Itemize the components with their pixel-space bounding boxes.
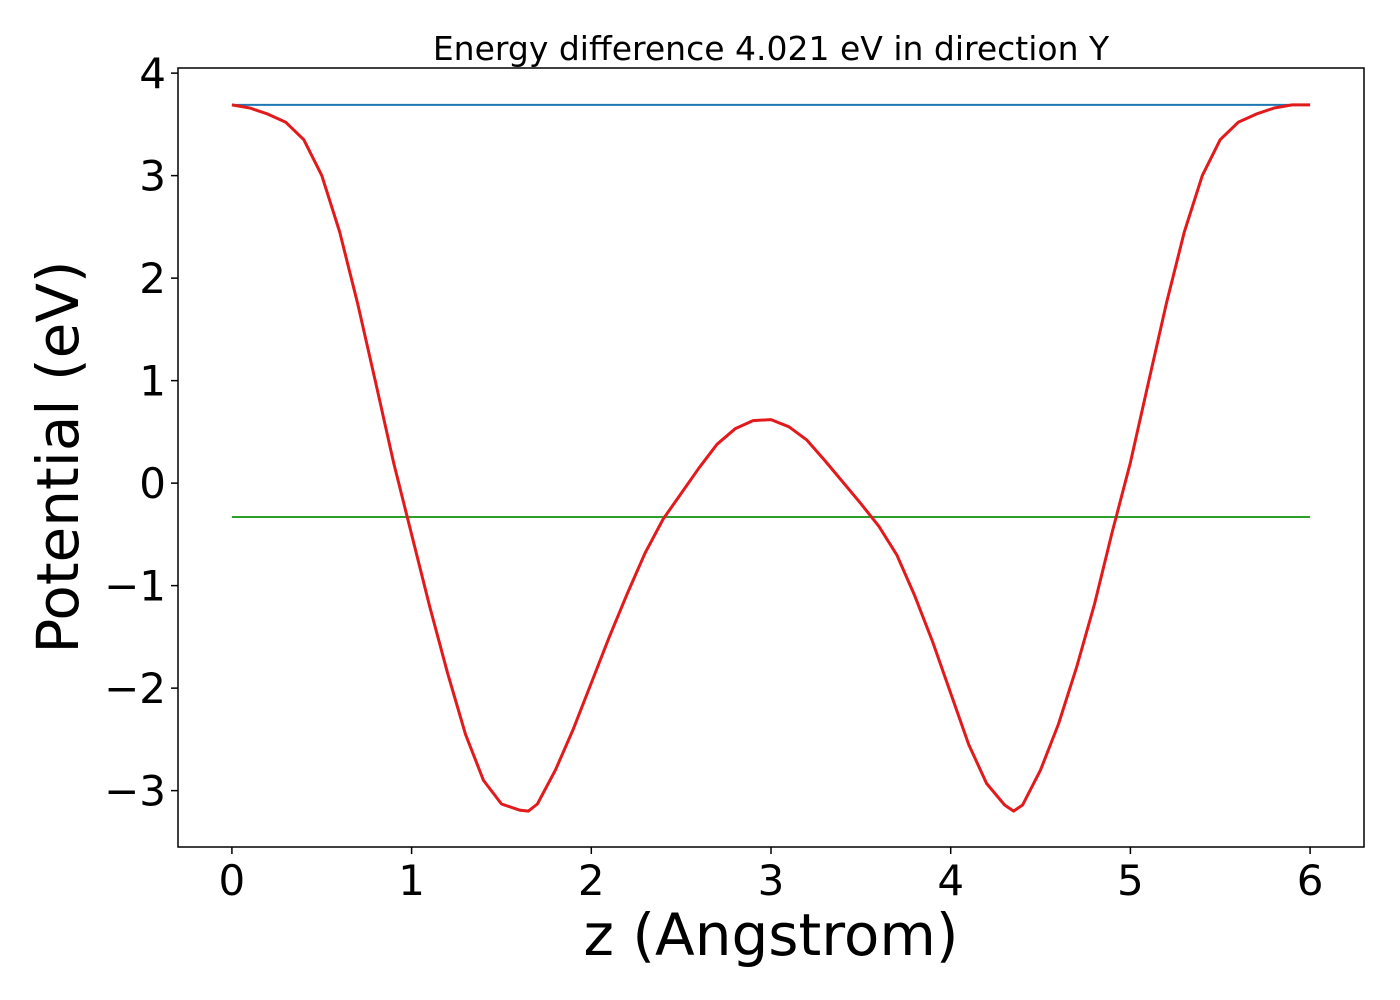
x-tick-label: 4 bbox=[937, 856, 964, 905]
y-axis: −3 −2 −1 0 1 2 3 4 bbox=[104, 49, 178, 816]
series-layer bbox=[231, 103, 1311, 813]
y-tick-label: 1 bbox=[139, 357, 166, 406]
x-tick-label: 0 bbox=[219, 856, 246, 905]
series-line-3 bbox=[231, 103, 1311, 813]
y-tick-label: −3 bbox=[104, 767, 166, 816]
x-tick-label: 2 bbox=[578, 856, 605, 905]
chart-title: Energy difference 4.021 eV in direction … bbox=[433, 29, 1110, 68]
y-tick-label: 2 bbox=[139, 254, 166, 303]
y-tick-label: −1 bbox=[104, 562, 166, 611]
x-tick-label: 6 bbox=[1297, 856, 1324, 905]
x-axis-label: z (Angstrom) bbox=[584, 901, 959, 969]
x-axis: 0 1 2 3 4 5 6 bbox=[219, 847, 1324, 905]
x-tick-label: 1 bbox=[398, 856, 425, 905]
plot-area-frame bbox=[177, 67, 1365, 848]
y-tick-label: 4 bbox=[139, 49, 166, 98]
x-tick-label: 5 bbox=[1117, 856, 1144, 905]
y-tick-label: 0 bbox=[139, 459, 166, 508]
y-axis-label: Potential (eV) bbox=[24, 260, 92, 653]
y-tick-label: 3 bbox=[139, 152, 166, 201]
y-tick-label: −2 bbox=[104, 664, 166, 713]
x-tick-label: 3 bbox=[758, 856, 785, 905]
